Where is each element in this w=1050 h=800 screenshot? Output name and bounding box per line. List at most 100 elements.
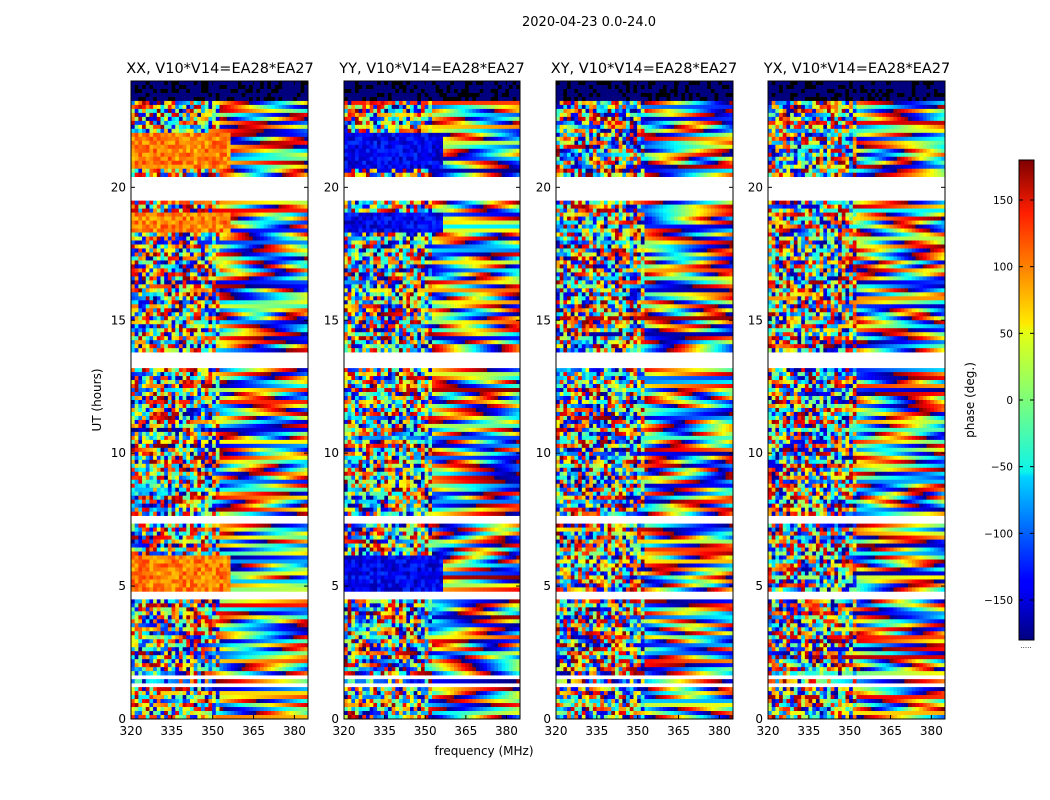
heatmap-cell (237, 244, 242, 249)
heatmap-cell (156, 328, 161, 333)
heatmap-cell (282, 128, 287, 134)
heatmap-cell (278, 427, 283, 433)
heatmap-cell (282, 407, 287, 413)
heatmap-cell (160, 384, 165, 389)
heatmap-cell (230, 136, 235, 142)
heatmap-cell (252, 392, 257, 397)
heatmap-cell (300, 160, 305, 166)
heatmap-cell (208, 156, 213, 162)
heatmap-cell (156, 148, 161, 154)
heatmap-cell (149, 216, 154, 221)
heatmap-cell (193, 435, 198, 441)
heatmap-cell (223, 128, 228, 134)
heatmap-cell (282, 376, 287, 381)
heatmap-cell (219, 479, 224, 485)
heatmap-cell (223, 447, 228, 453)
heatmap-cell (237, 108, 242, 114)
heatmap-cell (145, 144, 150, 150)
heatmap-cell (197, 483, 202, 489)
heatmap-cell (296, 523, 301, 528)
heatmap-cell (208, 539, 213, 544)
heatmap-cell (274, 124, 279, 130)
heatmap-cell (164, 312, 169, 317)
heatmap-cell (274, 81, 279, 86)
heatmap-cell (226, 284, 231, 289)
heatmap-cell (249, 411, 253, 417)
heatmap-cell (201, 455, 206, 461)
heatmap-cell (304, 152, 309, 158)
heatmap-cell (175, 92, 180, 98)
heatmap-cell (160, 451, 165, 457)
heatmap-cell (219, 312, 224, 317)
heatmap-cell (282, 463, 287, 469)
heatmap-cell (274, 92, 279, 98)
heatmap-cell (145, 372, 150, 377)
heatmap-cell (134, 168, 139, 174)
heatmap-cell (237, 292, 242, 297)
heatmap-cell (304, 212, 309, 217)
heatmap-cell (131, 344, 135, 349)
heatmap-cell (145, 140, 150, 146)
heatmap-cell (134, 344, 139, 349)
heatmap-cell (226, 503, 231, 508)
heatmap-cell (164, 332, 169, 337)
heatmap-cell (285, 132, 290, 138)
heatmap-cell (134, 543, 139, 548)
heatmap-cell (237, 384, 242, 389)
heatmap-cell (293, 252, 298, 257)
heatmap-cell (186, 495, 191, 500)
heatmap-cell (186, 368, 191, 373)
heatmap-cell (190, 531, 194, 536)
heatmap-cell (293, 475, 298, 481)
heatmap-cell (131, 475, 135, 481)
heatmap-cell (263, 96, 268, 102)
heatmap-cell (241, 208, 246, 213)
heatmap-cell (278, 348, 283, 353)
heatmap-cell (256, 96, 261, 102)
heatmap-cell (260, 368, 265, 373)
heatmap-cell (300, 495, 305, 500)
heatmap-cell (256, 292, 261, 297)
heatmap-cell (178, 475, 183, 481)
heatmap-cell (156, 372, 161, 377)
heatmap-cell (263, 384, 268, 389)
heatmap-cell (138, 531, 143, 536)
heatmap-cell (223, 384, 228, 389)
heatmap-cell (142, 423, 147, 429)
heatmap-cell (267, 531, 272, 536)
heatmap-cell (230, 320, 235, 325)
heatmap-cell (175, 276, 180, 281)
heatmap-cell (245, 451, 250, 457)
heatmap-cell (237, 228, 242, 233)
heatmap-cell (226, 84, 231, 90)
heatmap-cell (175, 156, 180, 162)
heatmap-cell (145, 292, 150, 297)
heatmap-cell (138, 228, 143, 233)
heatmap-cell (182, 112, 187, 118)
heatmap-cell (156, 316, 161, 321)
heatmap-cell (278, 252, 283, 257)
heatmap-cell (282, 160, 287, 166)
heatmap-cell (142, 300, 147, 305)
heatmap-cell (197, 340, 202, 345)
heatmap-cell (190, 403, 194, 409)
heatmap-cell (190, 112, 194, 118)
heatmap-cell (282, 164, 287, 170)
heatmap-cell (282, 132, 287, 138)
heatmap-cell (175, 523, 180, 528)
heatmap-cell (131, 160, 135, 166)
heatmap-cell (304, 443, 309, 449)
heatmap-cell (274, 256, 279, 261)
heatmap-cell (237, 483, 242, 489)
heatmap-cell (256, 81, 261, 86)
heatmap-cell (304, 447, 309, 453)
heatmap-cell (212, 132, 217, 138)
heatmap-cell (186, 451, 191, 457)
heatmap-cell (219, 403, 224, 409)
heatmap-cell (138, 232, 143, 237)
heatmap-cell (237, 443, 242, 449)
heatmap-cell (293, 431, 298, 437)
heatmap-cell (145, 396, 150, 401)
heatmap-cell (267, 284, 272, 289)
heatmap-cell (282, 523, 287, 528)
